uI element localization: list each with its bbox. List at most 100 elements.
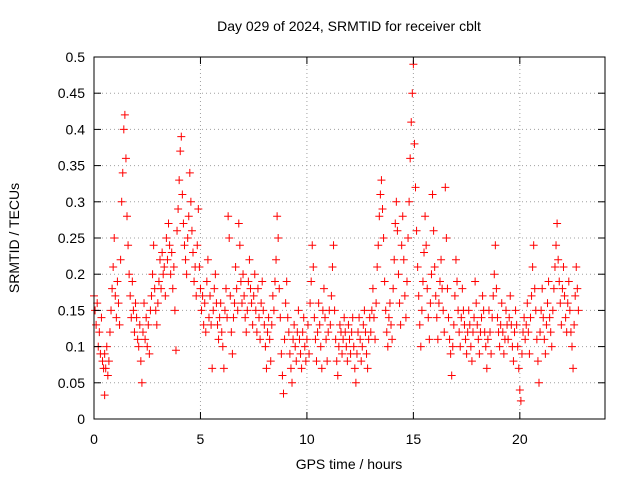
- data-point: [424, 313, 433, 322]
- data-point: [154, 277, 163, 286]
- data-point: [338, 349, 347, 358]
- data-point: [362, 349, 371, 358]
- data-point: [261, 342, 270, 351]
- data-point: [350, 364, 359, 373]
- data-point: [216, 299, 225, 308]
- data-point: [472, 299, 481, 308]
- data-point: [303, 320, 312, 329]
- data-point: [529, 241, 538, 250]
- data-point: [292, 357, 301, 366]
- data-point: [260, 320, 269, 329]
- data-point: [486, 328, 495, 337]
- data-point: [414, 291, 423, 300]
- data-point: [277, 349, 286, 358]
- data-point: [160, 262, 169, 271]
- data-point: [164, 219, 173, 228]
- data-point: [516, 396, 525, 405]
- data-point: [538, 284, 547, 293]
- data-point: [310, 313, 319, 322]
- data-point: [125, 270, 134, 279]
- data-point: [495, 342, 504, 351]
- data-point: [272, 255, 281, 264]
- data-point: [103, 371, 112, 380]
- data-point: [101, 364, 110, 373]
- data-point: [434, 299, 443, 308]
- data-point: [545, 313, 554, 322]
- data-point: [546, 328, 555, 337]
- data-point: [432, 313, 441, 322]
- data-point: [558, 284, 567, 293]
- axis-ticks: [93, 56, 605, 420]
- data-point: [259, 306, 268, 315]
- data-point: [194, 205, 203, 214]
- data-point: [540, 335, 549, 344]
- data-point: [224, 212, 233, 221]
- data-point: [157, 284, 166, 293]
- data-point: [530, 284, 539, 293]
- data-point: [323, 357, 332, 366]
- data-point: [412, 226, 421, 235]
- data-point: [133, 335, 142, 344]
- data-point: [561, 313, 570, 322]
- data-point: [331, 335, 340, 344]
- data-point: [197, 306, 206, 315]
- data-point: [301, 357, 310, 366]
- data-point: [349, 342, 358, 351]
- data-point: [372, 299, 381, 308]
- data-point: [387, 320, 396, 329]
- data-point: [116, 255, 125, 264]
- data-point: [484, 306, 493, 315]
- data-point: [233, 306, 242, 315]
- data-point: [198, 291, 207, 300]
- data-point: [322, 335, 331, 344]
- data-point: [141, 335, 150, 344]
- data-point: [176, 147, 185, 156]
- data-point: [497, 299, 506, 308]
- data-point: [316, 342, 325, 351]
- data-point: [330, 306, 339, 315]
- data-point: [385, 299, 394, 308]
- data-point: [131, 299, 140, 308]
- data-point: [100, 349, 109, 358]
- data-point: [440, 328, 449, 337]
- data-point: [437, 255, 446, 264]
- data-point: [276, 313, 285, 322]
- data-point: [297, 364, 306, 373]
- data-point: [569, 364, 578, 373]
- data-point: [478, 291, 487, 300]
- data-point: [95, 328, 104, 337]
- data-point: [201, 328, 210, 337]
- data-point: [306, 299, 315, 308]
- data-point: [231, 262, 240, 271]
- data-point: [108, 284, 117, 293]
- data-point: [309, 262, 318, 271]
- data-point: [161, 291, 170, 300]
- data-point: [446, 349, 455, 358]
- data-point: [415, 320, 424, 329]
- data-point: [187, 226, 196, 235]
- data-point: [255, 313, 264, 322]
- data-point: [487, 349, 496, 358]
- data-point: [225, 234, 234, 242]
- data-point: [177, 132, 186, 141]
- data-point: [359, 320, 368, 329]
- data-point: [528, 262, 537, 271]
- data-point: [345, 335, 354, 344]
- data-point: [543, 299, 552, 308]
- data-point: [239, 270, 248, 279]
- data-point: [491, 241, 500, 250]
- data-point: [544, 277, 553, 286]
- data-point: [280, 335, 289, 344]
- data-point: [296, 349, 305, 358]
- data-point: [170, 306, 179, 315]
- y-tick-label: 0.5: [66, 49, 86, 65]
- data-point: [332, 357, 341, 366]
- data-point: [102, 342, 111, 351]
- data-point: [423, 284, 432, 293]
- data-point: [483, 335, 492, 344]
- data-point: [351, 378, 360, 387]
- data-point: [390, 255, 399, 264]
- y-tick-label: 0.2: [66, 266, 86, 282]
- data-point: [229, 313, 238, 322]
- data-point: [499, 349, 508, 358]
